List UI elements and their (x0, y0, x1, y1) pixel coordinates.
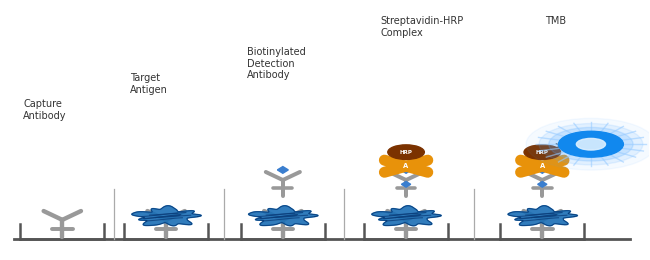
Circle shape (524, 145, 560, 159)
Text: HRP: HRP (400, 150, 413, 155)
Text: HRP: HRP (536, 150, 549, 155)
Polygon shape (248, 206, 318, 226)
Polygon shape (372, 206, 441, 226)
Text: Target
Antigen: Target Antigen (131, 73, 168, 95)
Text: TMB: TMB (545, 16, 567, 26)
Circle shape (539, 124, 643, 165)
Circle shape (526, 118, 650, 170)
Circle shape (388, 145, 424, 159)
Text: A: A (404, 163, 409, 169)
Circle shape (549, 127, 633, 161)
Polygon shape (278, 167, 289, 173)
Text: Biotinylated
Detection
Antibody: Biotinylated Detection Antibody (247, 47, 306, 80)
Polygon shape (400, 167, 411, 173)
Polygon shape (538, 181, 547, 187)
Circle shape (558, 131, 623, 157)
Circle shape (577, 138, 606, 150)
Text: Streptavidin-HRP
Complex: Streptavidin-HRP Complex (380, 16, 463, 38)
Polygon shape (132, 206, 202, 226)
Polygon shape (508, 206, 577, 226)
Text: A: A (540, 163, 545, 169)
Text: Capture
Antibody: Capture Antibody (23, 99, 67, 121)
Polygon shape (537, 167, 548, 173)
Polygon shape (402, 181, 411, 187)
